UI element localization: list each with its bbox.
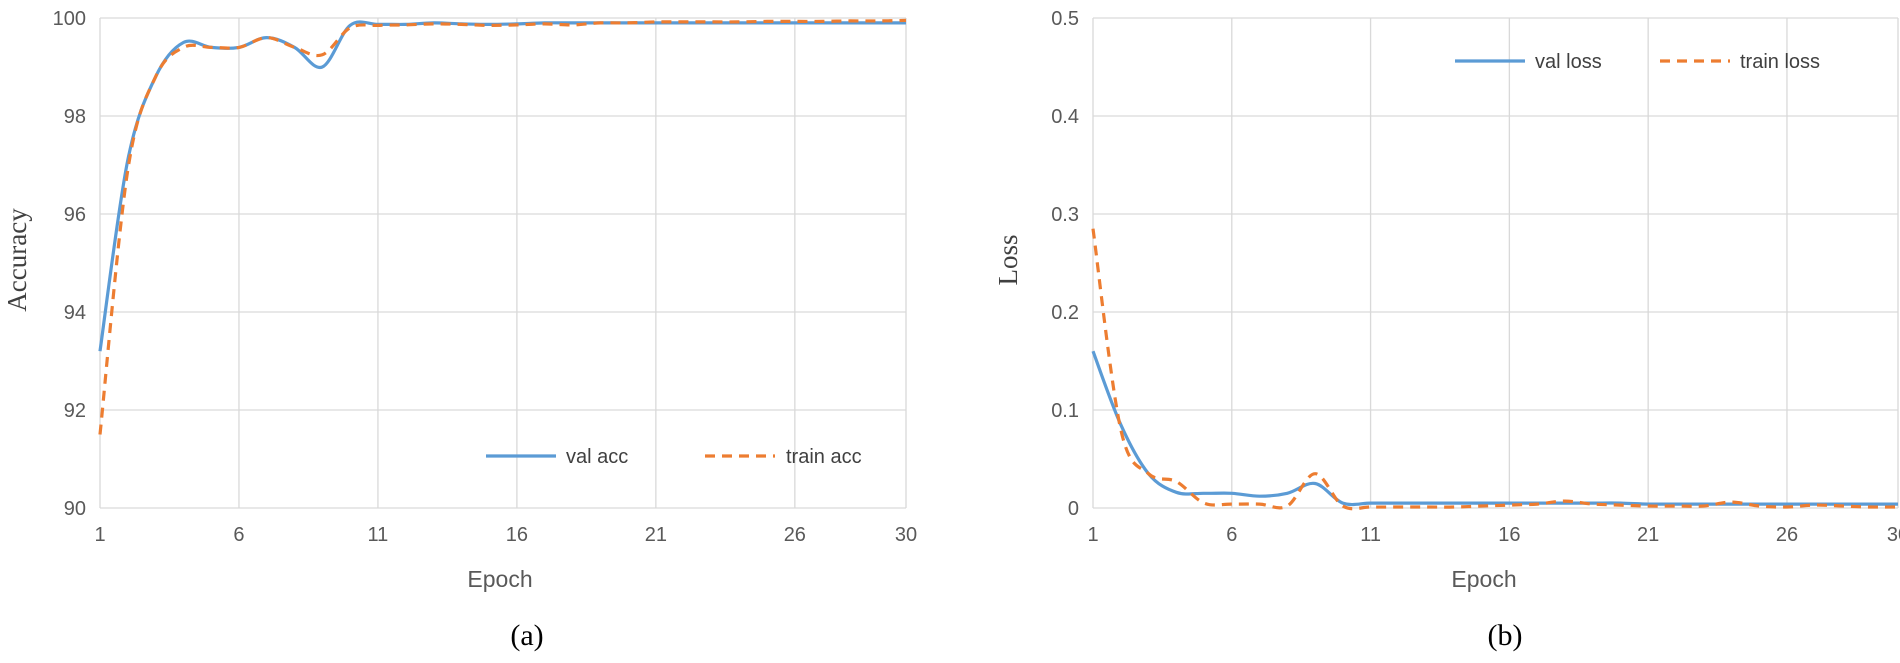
y-axis-title: Accuracy [2, 208, 32, 312]
x-tick-label: 16 [1498, 524, 1520, 546]
gridlines [99, 17, 907, 509]
series-layer [98, 18, 907, 435]
y-tick-label: 0.5 [1051, 8, 1079, 30]
x-axis-title: Epoch [467, 566, 532, 592]
x-tick-label: 26 [784, 524, 806, 546]
y-tick-label: 100 [53, 8, 86, 30]
y-tick-label: 0.4 [1051, 106, 1079, 128]
x-tick-label: 16 [506, 524, 528, 546]
y-tick-label: 92 [64, 400, 86, 422]
loss-chart: 00.10.20.30.40.5161116212630 Epoch Loss … [993, 8, 1900, 652]
x-tick-label: 11 [368, 524, 389, 546]
y-tick-label: 94 [64, 302, 86, 324]
y-axis-title: Loss [993, 234, 1023, 285]
y-tick-label: 0.2 [1051, 302, 1079, 324]
legend: val loss train loss [1455, 51, 1820, 73]
legend: val acc train acc [486, 446, 862, 468]
x-tick-label: 30 [895, 524, 917, 546]
x-tick-label: 21 [1637, 524, 1659, 546]
y-tick-label: 0 [1068, 498, 1079, 520]
legend-label-val: val acc [566, 446, 628, 468]
y-tick-label: 90 [64, 498, 86, 520]
tick-labels: 00.10.20.30.40.5161116212630 [1051, 8, 1900, 546]
series-line-val [98, 20, 906, 352]
x-tick-label: 6 [1226, 524, 1237, 546]
x-tick-label: 1 [94, 524, 105, 546]
legend-label-train: train acc [786, 446, 862, 468]
series-layer [1091, 228, 1899, 511]
y-tick-label: 0.3 [1051, 204, 1079, 226]
series-line-val [1091, 350, 1898, 507]
caption-b: (b) [1488, 619, 1523, 652]
series-line-train [1091, 228, 1899, 511]
y-tick-label: 96 [64, 204, 86, 226]
x-tick-label: 26 [1776, 524, 1798, 546]
legend-label-val: val loss [1535, 51, 1602, 73]
x-tick-label: 21 [645, 524, 667, 546]
x-tick-label: 1 [1087, 524, 1098, 546]
y-tick-label: 98 [64, 106, 86, 128]
x-axis-title: Epoch [1451, 566, 1516, 592]
gridlines [1092, 17, 1899, 509]
x-tick-label: 30 [1887, 524, 1900, 546]
y-tick-label: 0.1 [1051, 400, 1079, 422]
series-line-train [98, 18, 907, 435]
x-tick-label: 6 [233, 524, 244, 546]
x-tick-label: 11 [1360, 524, 1381, 546]
caption-a: (a) [510, 619, 543, 652]
legend-label-train: train loss [1740, 51, 1820, 73]
